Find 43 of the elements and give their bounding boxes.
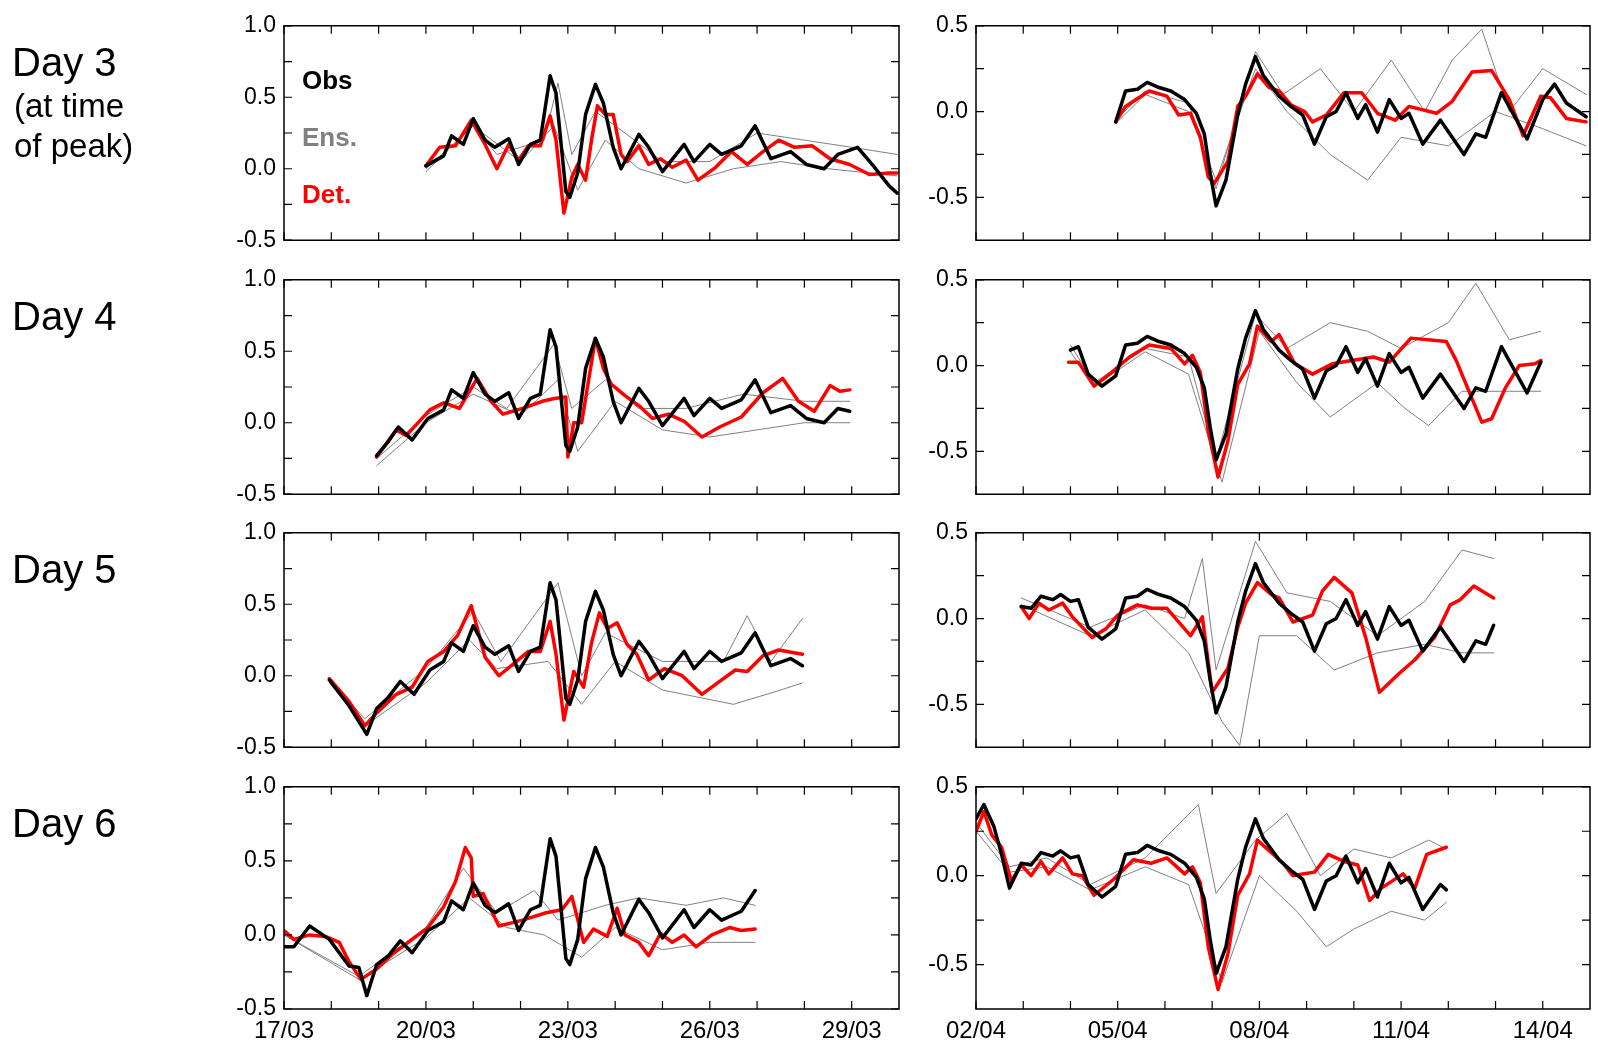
x-tick-label: 26/03 (679, 1016, 740, 1044)
text: Ens. (302, 121, 357, 152)
y-tick-label: 1.0 (244, 264, 276, 291)
y-tick-label: 0.5 (244, 82, 276, 109)
text: Det. (302, 178, 352, 209)
y-tick-label: 0.0 (936, 861, 968, 888)
y-tick-label: 0.0 (936, 96, 968, 123)
x-tick-label: 23/03 (537, 1016, 598, 1044)
y-tick-label: 0.5 (244, 846, 276, 873)
y-tick-label: 1.0 (244, 11, 276, 38)
y-tick-label: -0.5 (928, 182, 968, 209)
x-tick-label: 20/03 (395, 1016, 456, 1044)
y-tick-label: -0.5 (928, 690, 968, 717)
chart-title: Day 6 (12, 800, 118, 848)
y-tick-label: -0.5 (928, 436, 968, 463)
x-tick-label: 05/04 (1087, 1016, 1148, 1044)
x-tick-label: 29/03 (821, 1016, 882, 1044)
y-tick-label: 0.5 (244, 336, 276, 363)
x-tick-label: 14/04 (1512, 1016, 1573, 1044)
chart-title: Day 4 (12, 292, 118, 340)
x-tick-label: 08/04 (1229, 1016, 1290, 1044)
y-tick-label: 0.5 (936, 772, 968, 799)
y-tick-label: 0.5 (244, 590, 276, 616)
x-tick-label: 11/04 (1371, 1016, 1431, 1044)
chart-title: Day 5 (12, 546, 118, 594)
y-tick-label: 0.0 (244, 154, 276, 181)
y-tick-label: 0.5 (936, 264, 968, 291)
legend-label: Obs (302, 64, 353, 95)
y-tick-label: 1.0 (244, 518, 276, 545)
y-tick-label: 0.0 (936, 350, 968, 377)
y-tick-label: -0.5 (236, 479, 276, 506)
y-tick-label: 0.5 (936, 11, 968, 38)
y-tick-label: 0.0 (244, 407, 276, 434)
text: Day 3 (at time of peak) (12, 39, 135, 166)
x-tick-label: 02/04 (945, 1016, 1007, 1044)
y-tick-label: 0.0 (936, 604, 968, 631)
y-tick-label: -0.5 (236, 732, 276, 759)
y-tick-label: 0.0 (244, 661, 276, 688)
y-tick-label: 0.0 (244, 920, 276, 947)
y-tick-label: 1.0 (244, 772, 276, 799)
y-tick-label: -0.5 (928, 950, 968, 976)
y-tick-label: -0.5 (236, 225, 276, 252)
y-tick-label: 0.5 (936, 518, 968, 545)
